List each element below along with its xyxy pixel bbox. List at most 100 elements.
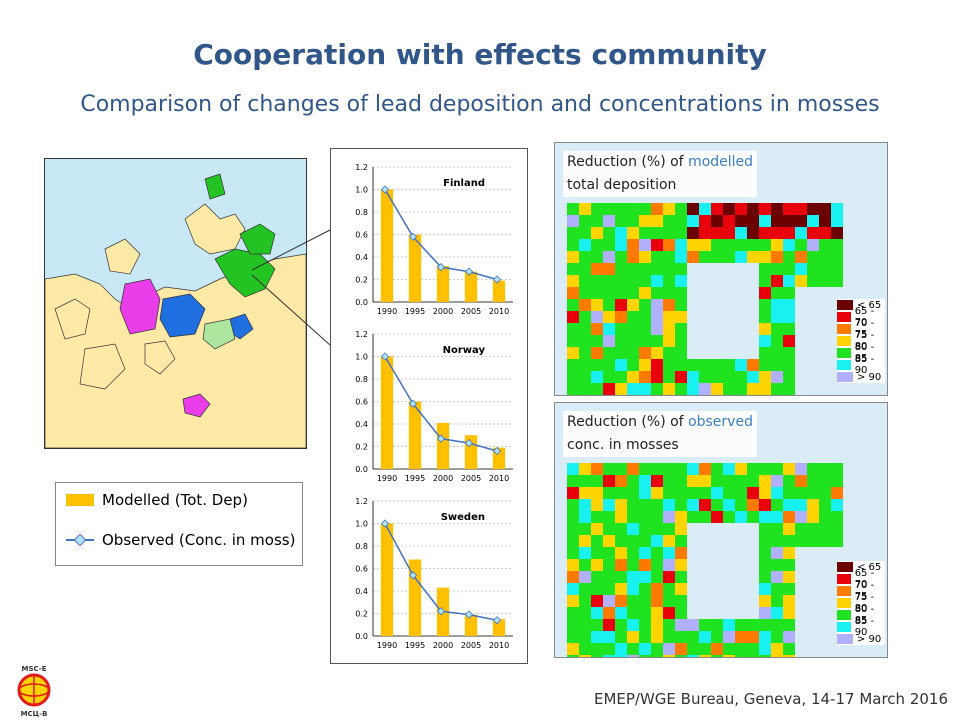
grid-cell [783, 383, 795, 395]
grid-cell [567, 475, 579, 487]
grid-cell [675, 475, 687, 487]
grid-cell [567, 559, 579, 571]
grid-cell [831, 275, 843, 287]
grid-cell [639, 523, 651, 535]
grid-cell [831, 487, 843, 499]
grid-cell [747, 463, 759, 475]
grid-cell [699, 631, 711, 643]
grid-cell [675, 487, 687, 499]
data-point [492, 446, 502, 456]
data-point [436, 434, 446, 443]
grid-cell [639, 535, 651, 547]
data-point [492, 616, 502, 625]
grid-cell [663, 463, 675, 475]
grid-cell [603, 335, 615, 347]
grid-cell [795, 239, 807, 251]
grid-cell [651, 383, 663, 395]
grid-cell [615, 251, 627, 263]
grid-cell [771, 383, 783, 395]
grid-cell [615, 571, 627, 583]
grid-cell [567, 311, 579, 323]
grid-cell [651, 631, 663, 643]
x-tick-label: 2000 [433, 641, 453, 650]
grid-cell [651, 607, 663, 619]
grid-cell [651, 559, 663, 571]
grid-cell [771, 227, 783, 239]
grid-cell [639, 227, 651, 239]
grid-cell [747, 499, 759, 511]
grid-cell [615, 463, 627, 475]
grid-cell [795, 475, 807, 487]
grid-cell [651, 263, 663, 275]
grid-cell [603, 347, 615, 359]
grid-cell [639, 251, 651, 263]
grid-cell [675, 499, 687, 511]
svg-text:MSC-E: MSC-E [22, 665, 47, 673]
grid-cell [831, 499, 843, 511]
grid-cell [675, 463, 687, 475]
scale-row: 75 - 80 [837, 330, 885, 352]
grid-cell [675, 215, 687, 227]
grid-cell [615, 299, 627, 311]
grid-cell [627, 299, 639, 311]
grid-cell [771, 547, 783, 559]
grid-cell [579, 631, 591, 643]
grid-cell [747, 643, 759, 655]
scale-label: < 65 [857, 561, 882, 573]
grid-cell [579, 523, 591, 535]
grid-cell [771, 323, 783, 335]
grid-cell [723, 511, 735, 523]
grid-cell [663, 275, 675, 287]
grid-cell [771, 499, 783, 511]
bar [492, 280, 506, 302]
grid-cell [759, 511, 771, 523]
grid-cell [579, 227, 591, 239]
grid-cell [651, 203, 663, 215]
grid-cell [567, 383, 579, 395]
grid-cell [663, 215, 675, 227]
grid-cell [591, 311, 603, 323]
grid-cell [783, 475, 795, 487]
grid-cell [627, 631, 639, 643]
grid-cell [651, 251, 663, 263]
grid-cell [699, 371, 711, 383]
grid-cell [675, 287, 687, 299]
grid-cell [579, 607, 591, 619]
grid-cell [615, 335, 627, 347]
scale-swatch [837, 634, 853, 644]
grid-cell [603, 559, 615, 571]
grid-cell [651, 215, 663, 227]
grid-cell [783, 227, 795, 239]
grid-cell [759, 359, 771, 371]
chart-title: Finland [443, 178, 485, 189]
grid-cell [723, 463, 735, 475]
grid-cell [675, 383, 687, 395]
grid-cell [591, 203, 603, 215]
grid-cell [603, 215, 615, 227]
grid-cell [771, 311, 783, 323]
grid-cell [819, 251, 831, 263]
grid-cell [591, 239, 603, 251]
grid-cell [591, 215, 603, 227]
grid-cell [759, 383, 771, 395]
grid-cell [687, 487, 699, 499]
grid-cell [783, 371, 795, 383]
grid-cell [639, 487, 651, 499]
grid-cell [591, 583, 603, 595]
grid-cell [831, 215, 843, 227]
grid-cell [771, 463, 783, 475]
data-point [408, 232, 418, 241]
grid-cell [579, 571, 591, 583]
chart-finland: 0.0 0.2 0.4 0.6 0.8 1.0 1.2 1990 1995 2000 2005 201… [355, 163, 513, 316]
chart-norway: 0.0 0.2 0.4 0.6 0.8 1.0 1.2 1990 1995 2000 2005 201… [355, 330, 513, 483]
scale-row: 75 - 80 [837, 592, 885, 614]
grid-cell [747, 619, 759, 631]
grid-cell [699, 215, 711, 227]
grid-cell [603, 323, 615, 335]
country-charts-panel: 0.0 0.2 0.4 0.6 0.8 1.0 1.2 1990 1995 2000 2005 201… [330, 148, 528, 664]
grid-cell [615, 359, 627, 371]
y-tick-label: 0.8 [355, 542, 368, 551]
y-tick-label: 1.0 [355, 353, 368, 362]
scale-label: 70 - 75 [854, 580, 875, 602]
grid-cell [687, 371, 699, 383]
